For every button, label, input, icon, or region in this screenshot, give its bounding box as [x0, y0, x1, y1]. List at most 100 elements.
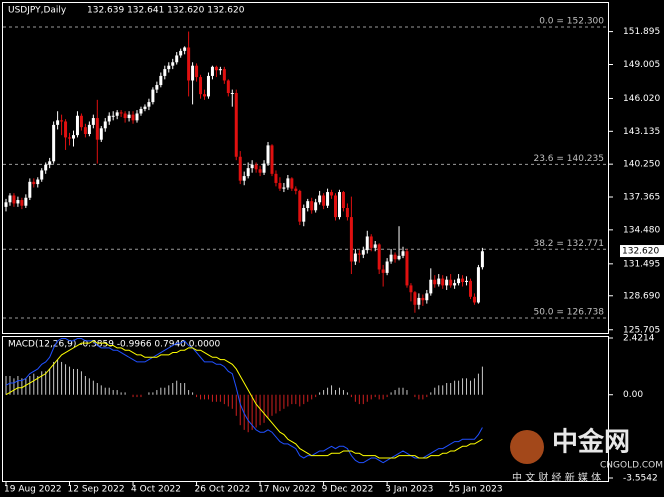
candle-body — [397, 255, 401, 260]
candle-body — [12, 195, 16, 204]
candle-body — [214, 66, 218, 71]
candle-body — [36, 179, 40, 185]
x-tick-label: 4 Oct 2022 — [131, 485, 181, 495]
candle-body — [64, 121, 68, 138]
candle-body — [290, 178, 294, 189]
candle-body — [476, 267, 480, 303]
y-tick-label: -3.5542 — [623, 474, 658, 484]
candle-body — [278, 182, 282, 189]
logo-icon — [510, 430, 544, 464]
candle-body — [413, 292, 417, 305]
last-price-box — [620, 245, 664, 258]
candle-body — [421, 297, 425, 301]
candle-body — [16, 200, 20, 204]
candle-body — [334, 195, 338, 218]
candle-body — [353, 253, 357, 262]
candle-body — [405, 251, 409, 286]
candle-body — [24, 197, 28, 206]
candle-body — [75, 115, 79, 136]
candle-body — [187, 47, 191, 81]
x-tick-label: 26 Oct 2022 — [195, 485, 251, 495]
candle-body — [91, 118, 95, 125]
candle-body — [461, 278, 465, 282]
candle-body — [163, 69, 167, 76]
candle-body — [465, 280, 469, 282]
y-tick-label: 137.365 — [623, 193, 660, 203]
candle-body — [151, 89, 155, 103]
y-tick-label: 131.495 — [623, 259, 660, 269]
candle-body — [254, 164, 258, 170]
candle-body — [266, 145, 270, 164]
candle-body — [361, 250, 365, 255]
candle-body — [147, 102, 151, 107]
candle-body — [60, 120, 64, 122]
macd-pane — [2, 336, 609, 482]
last-price-label: 132.620 — [622, 247, 659, 257]
candle-body — [222, 69, 226, 81]
candle-body — [441, 278, 445, 286]
price-pane — [2, 2, 609, 334]
candle-body — [167, 65, 171, 70]
candle-body — [123, 113, 127, 119]
candle-body — [345, 207, 349, 218]
y-tick-label: 146.020 — [623, 94, 660, 104]
y-tick-label: 143.135 — [623, 127, 660, 137]
x-tick-label: 17 Nov 2022 — [258, 485, 316, 495]
y-tick-label: 125.705 — [623, 325, 660, 335]
candle-body — [131, 114, 135, 121]
candle-body — [341, 192, 345, 208]
candle-body — [234, 93, 238, 157]
y-tick-label: 134.480 — [623, 225, 660, 235]
candle-body — [270, 145, 274, 174]
candle-body — [210, 66, 214, 76]
candle-body — [48, 161, 52, 165]
candle-body — [68, 137, 72, 139]
candle-body — [437, 278, 441, 285]
candle-body — [40, 170, 44, 180]
candle-body — [401, 251, 405, 256]
candle-body — [179, 50, 183, 56]
candle-body — [20, 200, 24, 206]
candle-body — [274, 173, 278, 183]
candle-body — [310, 201, 314, 211]
candle-body — [175, 55, 179, 63]
candle-body — [425, 293, 429, 301]
candle-body — [52, 124, 56, 162]
candle-body — [326, 192, 330, 206]
candle-body — [453, 283, 457, 286]
candle-body — [457, 278, 461, 284]
candle-body — [306, 201, 310, 208]
slogan-text: 中 文 财 经 新 媒 体 — [512, 471, 601, 484]
y-tick-label: 128.690 — [623, 291, 660, 301]
candle-body — [119, 112, 123, 114]
site-text: CNGOLD.COM — [600, 461, 663, 471]
candle-body — [286, 178, 290, 188]
candle-body — [83, 127, 87, 134]
candle-body — [107, 115, 111, 122]
candle-body — [417, 297, 421, 305]
candle-body — [230, 93, 234, 95]
x-tick-label: 19 Aug 2022 — [4, 485, 62, 495]
candle-body — [357, 253, 361, 255]
candle-body — [171, 62, 175, 66]
chart-title: USDJPY,Daily — [8, 6, 67, 16]
candle-body — [206, 75, 210, 97]
candle-body — [99, 128, 103, 140]
candle-body — [250, 164, 254, 169]
candle-body — [385, 261, 389, 273]
candle-body — [349, 217, 353, 262]
candle-body — [433, 279, 437, 285]
candle-body — [480, 251, 484, 268]
candle-body — [314, 202, 318, 211]
candle-body — [449, 279, 453, 286]
candle-body — [103, 121, 107, 129]
candle-body — [330, 192, 334, 196]
candle-body — [8, 195, 12, 203]
candle-body — [258, 169, 262, 173]
candle-body — [409, 285, 413, 293]
candle-body — [381, 269, 385, 273]
candle-body — [337, 192, 341, 218]
candle-body — [282, 187, 286, 189]
